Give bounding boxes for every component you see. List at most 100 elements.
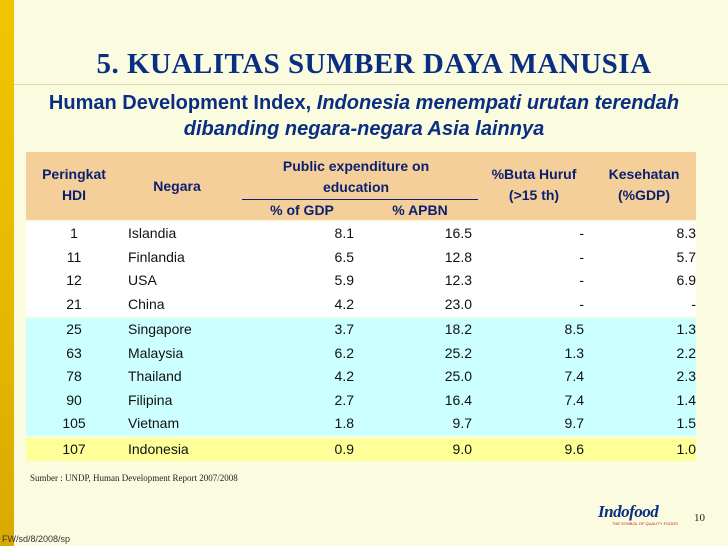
health-cell: 6.9 — [676, 272, 696, 288]
header-health: Kesehatan (%GDP) — [592, 164, 696, 206]
gdp-cell: 1.8 — [334, 415, 354, 431]
table-row: 25 Singapore 3.7 18.2 8.5 1.3 — [26, 318, 696, 342]
country-cell: Islandia — [128, 225, 177, 241]
gdp-cell: 2.7 — [334, 391, 354, 408]
illiteracy-cell: 7.4 — [564, 391, 584, 408]
illiteracy-cell: - — [579, 272, 584, 288]
table-row: 1 Islandia 8.1 16.5 - 8.3 — [26, 222, 696, 246]
rank-cell: 21 — [66, 295, 82, 312]
table-gap — [26, 435, 696, 438]
illiteracy-cell: 9.7 — [564, 415, 584, 431]
country-cell: Filipina — [128, 391, 173, 408]
slide-title: 5. KUALITAS SUMBER DAYA MANUSIA — [96, 48, 652, 80]
table-row: 105 Vietnam 1.8 9.7 9.7 1.5 — [26, 412, 696, 436]
country-cell: Indonesia — [128, 440, 189, 457]
rank-cell: 11 — [66, 248, 82, 265]
apbn-cell: 12.8 — [444, 248, 472, 265]
table-row: 63 Malaysia 6.2 25.2 1.3 2.2 — [26, 341, 696, 365]
header-buta-line1: %Buta Huruf — [491, 166, 577, 182]
apbn-cell: 9.7 — [452, 415, 472, 431]
health-cell: 1.3 — [676, 321, 696, 337]
health-cell: 1.4 — [676, 391, 696, 408]
logo-tagline: THE SYMBOL OF QUALITY FOODS — [612, 521, 678, 526]
apbn-cell: 25.0 — [444, 368, 472, 384]
apbn-cell: 16.4 — [444, 391, 472, 408]
country-cell: Singapore — [128, 321, 192, 337]
hdi-table: Peringkat HDI Negara Public expenditure … — [26, 152, 696, 461]
rank-cell: 25 — [66, 321, 82, 337]
header-gdp: % of GDP — [270, 202, 334, 218]
gdp-cell: 6.5 — [334, 248, 354, 265]
country-cell: USA — [128, 272, 157, 288]
gdp-cell: 4.2 — [334, 295, 354, 312]
illiteracy-cell: 7.4 — [564, 368, 584, 384]
table-header: Peringkat HDI Negara Public expenditure … — [26, 152, 696, 220]
rank-cell: 107 — [62, 440, 86, 457]
table-row: 107 Indonesia 0.9 9.0 9.6 1.0 — [26, 437, 696, 461]
apbn-cell: 18.2 — [444, 321, 472, 337]
apbn-cell: 16.5 — [444, 225, 472, 241]
illiteracy-cell: 1.3 — [564, 344, 584, 361]
logo-wordmark: Indofood — [598, 502, 659, 521]
health-cell: 8.3 — [676, 225, 696, 241]
apbn-cell: 25.2 — [444, 344, 472, 361]
country-cell: China — [128, 295, 165, 312]
header-rank-line2: HDI — [61, 187, 87, 203]
table-row: 90 Filipina 2.7 16.4 7.4 1.4 — [26, 388, 696, 412]
rank-cell: 90 — [66, 391, 82, 408]
gdp-cell: 8.1 — [334, 225, 354, 241]
header-buta-line2: (>15 th) — [508, 187, 560, 203]
header-public-line2: education — [322, 179, 390, 195]
indofood-logo: Indofood THE SYMBOL OF QUALITY FOODS — [598, 503, 682, 529]
country-cell: Finlandia — [128, 248, 185, 265]
table-gap — [26, 316, 696, 318]
table-row: 12 USA 5.9 12.3 - 6.9 — [26, 269, 696, 293]
footer-code: FW/sd/8/2008/sp — [2, 534, 71, 544]
apbn-cell: 23.0 — [444, 295, 472, 312]
table-row: 21 China 4.2 23.0 - - — [26, 292, 696, 316]
header-rank-line1: Peringkat — [42, 166, 106, 182]
table-row: 78 Thailand 4.2 25.0 7.4 2.3 — [26, 365, 696, 389]
illiteracy-cell: - — [579, 295, 584, 312]
gdp-cell: 0.9 — [334, 440, 354, 457]
header-divider — [242, 199, 478, 200]
accent-bar — [0, 0, 14, 546]
gdp-cell: 4.2 — [334, 368, 354, 384]
health-cell: 2.3 — [676, 368, 696, 384]
header-kes-line2: (%GDP) — [617, 187, 671, 203]
health-cell: - — [691, 295, 696, 312]
page-number: 10 — [694, 512, 705, 524]
gdp-cell: 5.9 — [334, 272, 354, 288]
table-group-indonesia: 107 Indonesia 0.9 9.0 9.6 1.0 — [26, 437, 696, 461]
table-row: 11 Finlandia 6.5 12.8 - 5.7 — [26, 245, 696, 269]
illiteracy-cell: 9.6 — [564, 440, 584, 457]
rank-cell: 105 — [62, 415, 86, 431]
health-cell: 1.5 — [676, 415, 696, 431]
divider — [14, 84, 728, 85]
header-illiteracy: %Buta Huruf (>15 th) — [476, 164, 592, 206]
gdp-cell: 3.7 — [334, 321, 354, 337]
header-kes-line1: Kesehatan — [608, 166, 680, 182]
header-public-line1: Public expenditure on — [282, 158, 430, 174]
illiteracy-cell: 8.5 — [564, 321, 584, 337]
country-cell: Malaysia — [128, 344, 184, 361]
header-country: Negara — [153, 178, 201, 194]
apbn-cell: 9.0 — [452, 440, 472, 457]
illiteracy-cell: - — [579, 225, 584, 241]
country-cell: Vietnam — [128, 415, 180, 431]
rank-cell: 1 — [70, 225, 78, 241]
table-group-asean: 25 Singapore 3.7 18.2 8.5 1.3 63 Malaysia 6.2 25.… — [26, 318, 696, 436]
header-apbn: % APBN — [392, 202, 448, 218]
country-cell: Thailand — [128, 368, 182, 384]
rank-cell: 63 — [66, 344, 82, 361]
subtitle-italic: Indonesia menempati urutan terendah diba… — [183, 92, 680, 140]
rank-cell: 12 — [66, 272, 82, 288]
health-cell: 2.2 — [676, 344, 696, 361]
rank-cell: 78 — [66, 368, 82, 384]
subtitle-plain: Human Development Index, — [48, 92, 317, 114]
source-note: Sumber : UNDP, Human Development Report … — [30, 473, 238, 483]
health-cell: 5.7 — [676, 248, 696, 265]
header-public-expenditure: Public expenditure on education — [236, 156, 476, 198]
illiteracy-cell: - — [579, 248, 584, 265]
header-rank: Peringkat HDI — [26, 164, 122, 206]
